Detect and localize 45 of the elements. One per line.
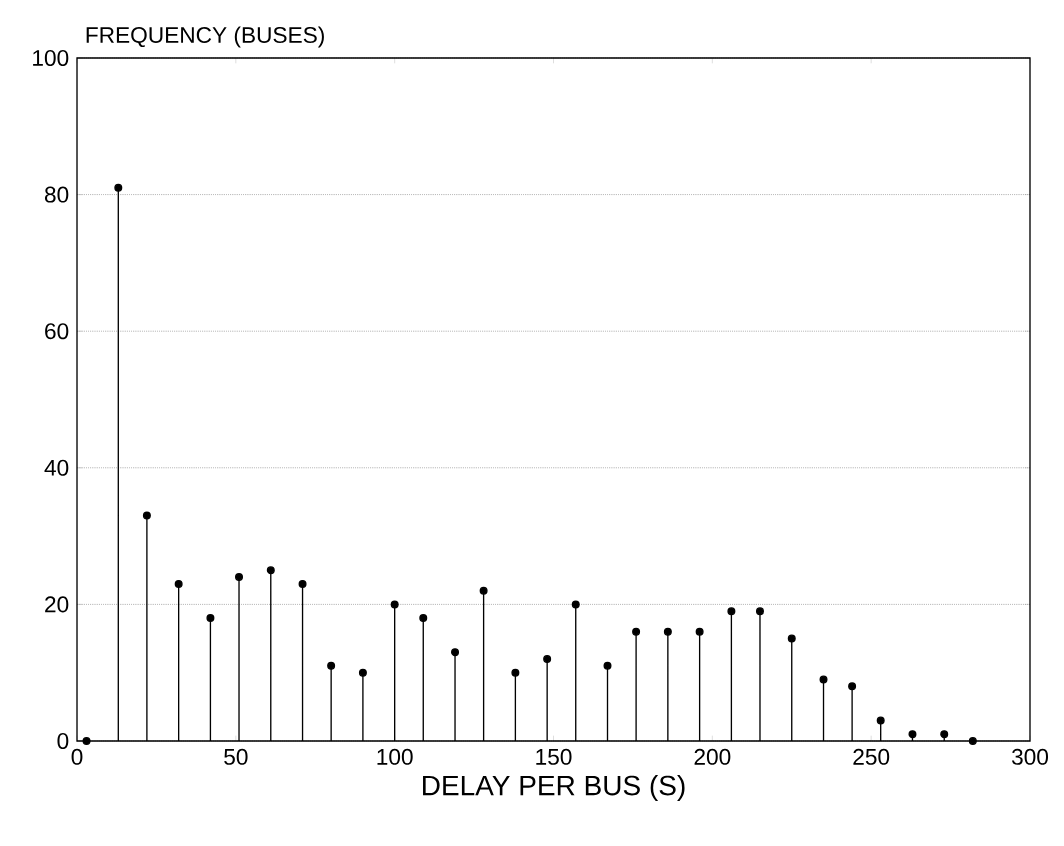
- x-tick-label: 150: [536, 748, 572, 765]
- point: [206, 614, 215, 623]
- point: [451, 648, 460, 657]
- y-tick-label: 0: [57, 732, 69, 750]
- point: [819, 675, 828, 684]
- point: [727, 607, 736, 616]
- point: [358, 668, 367, 677]
- x-tick-label: 100: [377, 748, 413, 765]
- point: [174, 579, 183, 588]
- point: [543, 655, 552, 664]
- point: [419, 614, 428, 623]
- point: [327, 661, 336, 670]
- y-tick-label: 20: [45, 596, 69, 613]
- y-axis-title: FREQUENCY (BUSES): [86, 26, 324, 48]
- x-tick-label: 200: [694, 748, 731, 765]
- point: [142, 511, 151, 520]
- point: [695, 627, 704, 636]
- point: [787, 634, 796, 643]
- point: [876, 716, 885, 725]
- point: [940, 730, 949, 739]
- point: [235, 573, 244, 582]
- y-tick-label: 40: [44, 459, 69, 476]
- point: [390, 600, 399, 609]
- x-tick-label: 300: [1011, 748, 1049, 765]
- point: [632, 627, 641, 636]
- point: [571, 600, 580, 609]
- point: [511, 668, 520, 677]
- x-tick-label: 0: [71, 748, 83, 765]
- x-tick-label: 50: [224, 748, 248, 765]
- x-axis-title: DELAY PER BUS (S): [423, 774, 685, 801]
- point: [298, 579, 307, 588]
- point: [114, 183, 123, 192]
- point: [848, 682, 857, 691]
- y-tick-label: 100: [33, 49, 69, 67]
- point: [663, 627, 672, 636]
- y-tick-label: 60: [45, 323, 69, 340]
- point: [968, 736, 977, 745]
- point: [479, 586, 488, 595]
- point: [266, 566, 275, 575]
- point: [908, 730, 917, 739]
- y-tick-label: 80: [44, 186, 69, 203]
- point: [82, 736, 91, 745]
- x-tick-label: 250: [853, 748, 890, 765]
- point: [603, 661, 612, 670]
- point: [755, 607, 764, 616]
